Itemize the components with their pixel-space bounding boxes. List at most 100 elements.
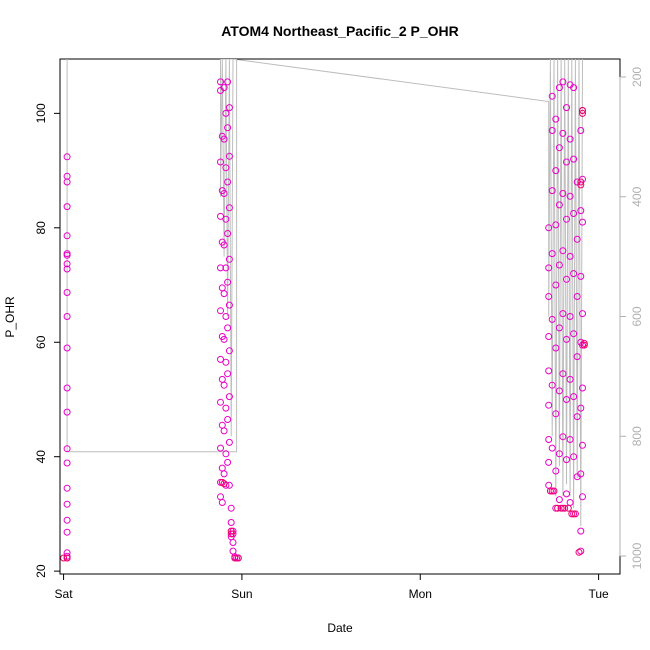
data-point — [545, 224, 553, 232]
data-point — [218, 284, 226, 292]
data-point — [546, 487, 554, 495]
data-point — [227, 504, 235, 512]
data-point — [63, 554, 71, 562]
data-point — [217, 444, 224, 452]
data-point — [217, 212, 224, 220]
y-tick-label: 20 — [34, 564, 48, 578]
data-point — [570, 453, 578, 461]
data-point — [579, 441, 586, 449]
data-point — [63, 260, 71, 268]
data-point — [580, 339, 588, 347]
y2-tick-label: 800 — [630, 426, 644, 446]
data-point — [555, 450, 563, 458]
data-point — [222, 109, 230, 117]
data-point — [217, 398, 224, 406]
data-point — [224, 458, 232, 466]
data-point — [218, 421, 226, 429]
data-point — [554, 504, 562, 512]
data-point — [63, 500, 71, 508]
data-point — [63, 344, 71, 352]
data-point — [571, 510, 579, 518]
data-point — [563, 456, 570, 464]
x-tick-label: Mon — [409, 587, 432, 601]
data-point — [577, 127, 585, 134]
data-point — [573, 293, 581, 300]
data-point — [60, 554, 68, 562]
data-point — [63, 549, 71, 557]
secondary-line — [66, 59, 583, 527]
data-point — [563, 104, 570, 112]
y-tick-label: 60 — [34, 335, 48, 349]
y-tick-label: 40 — [34, 450, 48, 464]
data-point — [573, 235, 581, 243]
data-point — [224, 124, 232, 132]
data-point — [222, 404, 230, 412]
data-point — [220, 381, 228, 389]
data-point — [220, 290, 228, 298]
data-point — [552, 410, 560, 418]
data-point — [229, 547, 237, 555]
data-point — [577, 404, 585, 412]
data-point — [575, 548, 583, 556]
data-point — [225, 301, 233, 309]
y-tick-label: 100 — [34, 103, 48, 123]
data-point — [548, 444, 556, 452]
data-point — [545, 367, 553, 375]
data-point — [224, 178, 232, 186]
data-point — [577, 527, 585, 535]
data-point — [545, 293, 553, 300]
data-point — [225, 347, 233, 355]
data-point — [63, 265, 71, 273]
data-point — [227, 527, 235, 535]
data-point — [225, 393, 233, 401]
data-point — [579, 107, 586, 114]
data-point — [63, 459, 71, 467]
data-point — [225, 204, 233, 212]
data-point — [573, 413, 581, 421]
data-point — [220, 480, 228, 488]
data-point — [561, 504, 569, 512]
data-point — [566, 499, 574, 506]
x-axis-label: Date — [327, 621, 353, 635]
data-point — [224, 230, 232, 237]
data-point — [559, 433, 567, 441]
data-point — [570, 84, 578, 92]
points-layer — [60, 78, 588, 562]
data-point — [224, 416, 232, 423]
data-point — [63, 172, 71, 180]
data-point — [564, 504, 572, 512]
y-axis: 20 40 60 80 100 — [34, 103, 61, 578]
data-point — [548, 127, 556, 134]
data-point — [548, 250, 556, 258]
data-point — [552, 344, 560, 352]
data-point — [63, 250, 71, 258]
data-point — [220, 335, 228, 343]
data-point — [548, 381, 556, 389]
data-point — [570, 393, 578, 401]
data-point — [63, 313, 71, 320]
data-point — [555, 84, 563, 92]
data-point — [566, 135, 574, 143]
data-point — [579, 109, 586, 117]
data-point — [224, 370, 232, 378]
chart-title: ATOM4 Northeast_Pacific_2 P_OHR — [221, 23, 459, 39]
data-point — [555, 201, 563, 209]
data-point — [579, 384, 586, 392]
data-point — [220, 190, 228, 197]
data-point — [63, 232, 71, 240]
data-point — [563, 215, 570, 223]
data-point — [555, 496, 563, 504]
data-point — [548, 92, 556, 100]
data-point — [559, 129, 567, 137]
data-point — [570, 210, 578, 217]
x-tick-label: Sat — [55, 587, 74, 601]
data-point — [555, 387, 563, 395]
data-point — [225, 104, 233, 112]
data-point — [577, 470, 585, 478]
data-point — [224, 78, 232, 86]
data-point — [566, 375, 574, 383]
data-point — [577, 178, 585, 186]
data-point — [63, 445, 71, 453]
data-point — [568, 510, 576, 518]
data-point — [225, 152, 233, 160]
